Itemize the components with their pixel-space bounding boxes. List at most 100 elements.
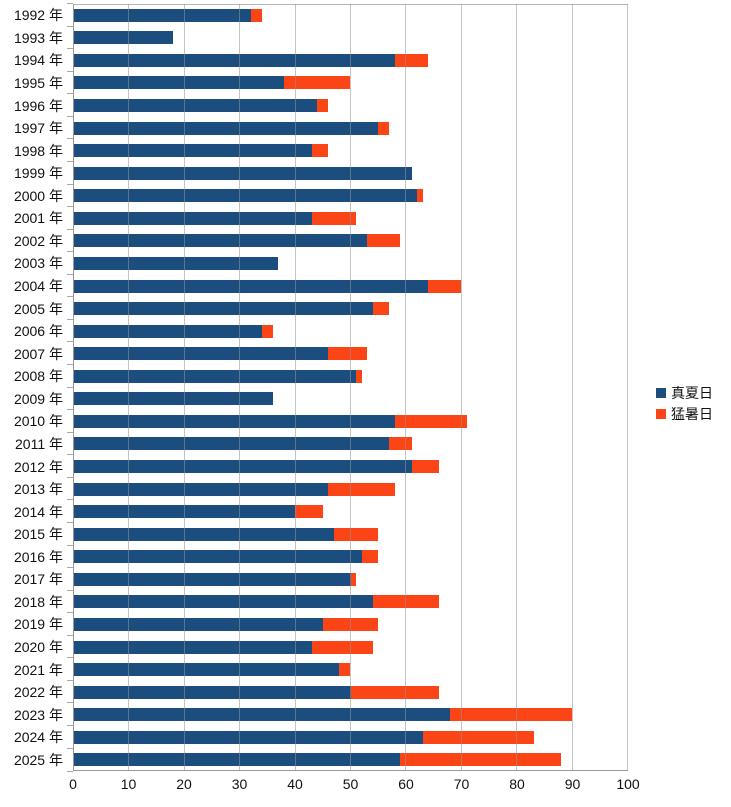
- bar-segment-真夏日: [73, 640, 312, 654]
- bar-segment-真夏日: [73, 685, 351, 699]
- bar-segment-真夏日: [73, 617, 323, 631]
- year-label: 2024 年: [13, 729, 63, 746]
- bar-row: 1999 年: [0, 160, 628, 185]
- year-label: 2016 年: [13, 548, 63, 565]
- x-axis-tick-label: 40: [287, 776, 303, 792]
- bar-row: 2012 年: [0, 454, 628, 478]
- y-axis-tick: [67, 386, 73, 388]
- year-label: 1992 年: [13, 7, 63, 24]
- bar-track: [73, 572, 628, 586]
- bar-segment-真夏日: [73, 324, 262, 338]
- bar-segment-真夏日: [73, 708, 451, 722]
- bar-segment-猛暑日: [422, 730, 534, 744]
- bar-segment-猛暑日: [394, 414, 468, 428]
- bar-segment-真夏日: [73, 572, 351, 586]
- bar-rows-container: 1992 年 1993 年 1994 年 1995 年 1996 年 1997 年 1998…: [0, 3, 628, 773]
- y-axis-tick: [67, 567, 73, 569]
- bar-segment-真夏日: [73, 234, 368, 248]
- bar-row: 1993 年: [0, 25, 628, 50]
- bar-segment-真夏日: [73, 279, 429, 293]
- bar-track: [73, 347, 628, 361]
- year-label: 2003 年: [13, 255, 63, 272]
- bar-row: 2020 年: [0, 634, 628, 659]
- y-axis-tick: [67, 747, 73, 749]
- bar-segment-真夏日: [73, 460, 412, 474]
- bar-segment-真夏日: [73, 211, 312, 225]
- y-axis-tick: [67, 48, 73, 50]
- bar-segment-真夏日: [73, 369, 357, 383]
- y-axis-tick: [67, 771, 73, 773]
- bar-segment-猛暑日: [328, 482, 395, 496]
- bar-row: 2024 年: [0, 725, 628, 749]
- bar-track: [73, 753, 628, 767]
- bar-segment-猛暑日: [411, 460, 440, 474]
- bar-row: 2008 年: [0, 364, 628, 388]
- bar-row: 1992 年: [0, 3, 628, 27]
- legend-swatch-blue: [656, 388, 666, 398]
- bar-segment-猛暑日: [339, 663, 351, 677]
- year-label: 2013 年: [13, 481, 63, 498]
- bar-segment-猛暑日: [378, 121, 390, 135]
- x-axis-tick-label: 70: [453, 776, 470, 792]
- year-label: 2007 年: [13, 345, 63, 362]
- y-axis-tick: [67, 3, 73, 4]
- bar-track: [73, 121, 628, 135]
- bar-row: 2001 年: [0, 206, 628, 230]
- year-label: 2014 年: [13, 503, 63, 520]
- y-axis-tick: [67, 273, 73, 275]
- bar-segment-猛暑日: [295, 505, 323, 519]
- bar-row: 2017 年: [0, 567, 628, 591]
- bar-track: [73, 708, 628, 722]
- bar-row: 1998 年: [0, 138, 628, 162]
- year-label: 2008 年: [13, 368, 63, 385]
- bar-segment-猛暑日: [400, 753, 562, 767]
- bar-track: [73, 685, 628, 699]
- y-axis-tick: [67, 318, 73, 320]
- bar-segment-真夏日: [73, 595, 373, 609]
- bar-segment-猛暑日: [350, 685, 440, 699]
- bar-track: [73, 99, 628, 113]
- year-label: 2021 年: [13, 661, 63, 678]
- bar-row: 2011 年: [0, 431, 628, 456]
- legend-item-manatsubi: 真夏日: [656, 386, 713, 400]
- bar-row: 2023 年: [0, 702, 628, 726]
- bar-track: [73, 324, 628, 338]
- bar-segment-真夏日: [73, 76, 284, 90]
- bar-row: 2019 年: [0, 612, 628, 636]
- bar-segment-真夏日: [73, 302, 373, 316]
- x-axis-tick-label: 0: [69, 776, 77, 792]
- bar-track: [73, 663, 628, 677]
- bar-track: [73, 8, 628, 22]
- year-label: 1997 年: [13, 120, 63, 137]
- bar-segment-真夏日: [73, 730, 423, 744]
- bar-segment-猛暑日: [389, 437, 412, 451]
- bar-track: [73, 166, 628, 180]
- year-label: 1996 年: [13, 97, 63, 114]
- legend-label: 真夏日: [671, 385, 713, 401]
- y-axis-tick: [67, 454, 73, 456]
- y-axis-tick: [67, 521, 73, 523]
- bar-segment-真夏日: [73, 347, 329, 361]
- bar-track: [73, 617, 628, 631]
- bar-track: [73, 437, 628, 451]
- x-axis-tick-label: 100: [616, 776, 640, 792]
- x-axis-tick-label: 10: [120, 776, 137, 792]
- bar-row: 2018 年: [0, 589, 628, 614]
- year-label: 1994 年: [13, 52, 63, 69]
- year-label: 2017 年: [13, 571, 63, 588]
- year-label: 2000 年: [13, 187, 63, 204]
- bar-segment-真夏日: [73, 437, 390, 451]
- y-axis-tick: [67, 679, 73, 681]
- bar-segment-猛暑日: [328, 347, 368, 361]
- y-axis-tick: [67, 725, 73, 726]
- bar-segment-猛暑日: [283, 76, 351, 90]
- bar-track: [73, 234, 628, 248]
- bar-row: 1996 年: [0, 93, 628, 117]
- year-label: 2019 年: [13, 616, 63, 633]
- bar-row: 1995 年: [0, 70, 628, 95]
- bar-track: [73, 31, 628, 45]
- bar-row: 2021 年: [0, 657, 628, 681]
- bar-row: 2002 年: [0, 228, 628, 253]
- bar-row: 2006 年: [0, 318, 628, 343]
